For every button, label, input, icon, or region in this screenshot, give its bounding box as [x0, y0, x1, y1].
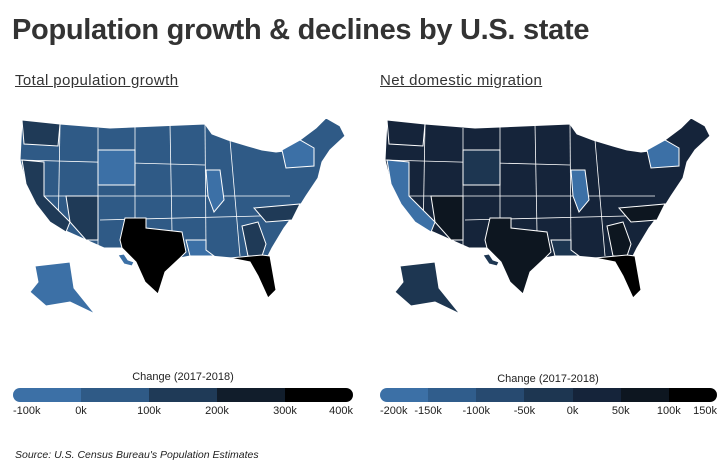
legend-swatch — [285, 388, 353, 402]
state-newyork[interactable] — [646, 139, 680, 169]
legend-title-migration: Change (2017-2018) — [497, 373, 599, 385]
legend-swatch — [217, 388, 285, 402]
legend-swatch — [572, 388, 621, 402]
legend-swatch — [13, 388, 81, 402]
state-alaska[interactable] — [29, 261, 96, 315]
legend-swatch — [524, 388, 573, 402]
legend-tick: -100k — [13, 405, 41, 417]
state-border — [594, 139, 606, 257]
map-domestic-migration — [384, 117, 711, 315]
legend-tick: 50k — [611, 405, 630, 417]
state-louisiana[interactable] — [550, 239, 581, 257]
legend-swatch — [428, 388, 477, 402]
legend-swatch — [380, 388, 429, 402]
legend-tick: -50k — [513, 405, 536, 417]
page-title: Population growth & declines by U.S. sta… — [12, 14, 590, 46]
legend-bar-total — [13, 388, 353, 402]
legend-title-total: Change (2017-2018) — [132, 371, 234, 383]
state-border — [169, 123, 173, 233]
state-georgia[interactable] — [606, 221, 632, 257]
state-alaska[interactable] — [394, 261, 461, 315]
legend-swatch — [149, 388, 217, 402]
legend-tick: -100k — [462, 405, 491, 417]
state-illinois[interactable] — [570, 169, 590, 213]
state-border — [569, 123, 572, 251]
state-border — [204, 123, 207, 251]
state-florida[interactable] — [229, 254, 277, 299]
state-hawaii[interactable] — [482, 253, 500, 267]
map-subtitle-domestic-migration: Net domestic migration — [380, 72, 543, 89]
state-hawaii[interactable] — [117, 253, 135, 267]
state-border — [534, 123, 538, 233]
legend-tick: 100k — [137, 405, 161, 417]
source-note: Source: U.S. Census Bureau's Population … — [15, 449, 259, 461]
legend-swatch — [668, 388, 717, 402]
legend-bar-migration — [380, 388, 717, 402]
state-georgia[interactable] — [241, 221, 267, 257]
state-california[interactable] — [386, 159, 436, 233]
legend-swatch — [81, 388, 149, 402]
legend-tick: 100k — [656, 405, 681, 417]
state-texas[interactable] — [119, 217, 187, 295]
state-washington[interactable] — [386, 119, 426, 147]
state-washington[interactable] — [21, 119, 61, 147]
legend-swatch — [476, 388, 525, 402]
state-newyork[interactable] — [281, 139, 315, 169]
legend-tick: -150k — [414, 405, 442, 417]
state-texas[interactable] — [484, 217, 552, 295]
state-california[interactable] — [21, 159, 71, 233]
legend-tick: 150k — [693, 405, 717, 417]
state-border — [229, 139, 241, 257]
map-subtitle-total-growth: Total population growth — [15, 72, 179, 89]
state-florida[interactable] — [594, 254, 642, 299]
state-illinois[interactable] — [205, 169, 225, 213]
legend-tick: 0k — [75, 405, 87, 417]
legend-tick: 0k — [566, 405, 579, 417]
map-total-growth — [19, 117, 346, 315]
legend-tick: -200k — [380, 405, 408, 417]
legend-tick: 300k — [273, 405, 297, 417]
state-louisiana[interactable] — [185, 239, 216, 257]
state-northcarolina[interactable] — [252, 203, 301, 223]
legend-tick: 400k — [329, 405, 353, 417]
state-arizona[interactable] — [430, 195, 464, 241]
state-wyoming[interactable] — [97, 149, 136, 186]
state-wyoming[interactable] — [462, 149, 501, 186]
state-northcarolina[interactable] — [617, 203, 666, 223]
state-arizona[interactable] — [65, 195, 99, 241]
legend-swatch — [620, 388, 669, 402]
legend-tick: 200k — [205, 405, 229, 417]
